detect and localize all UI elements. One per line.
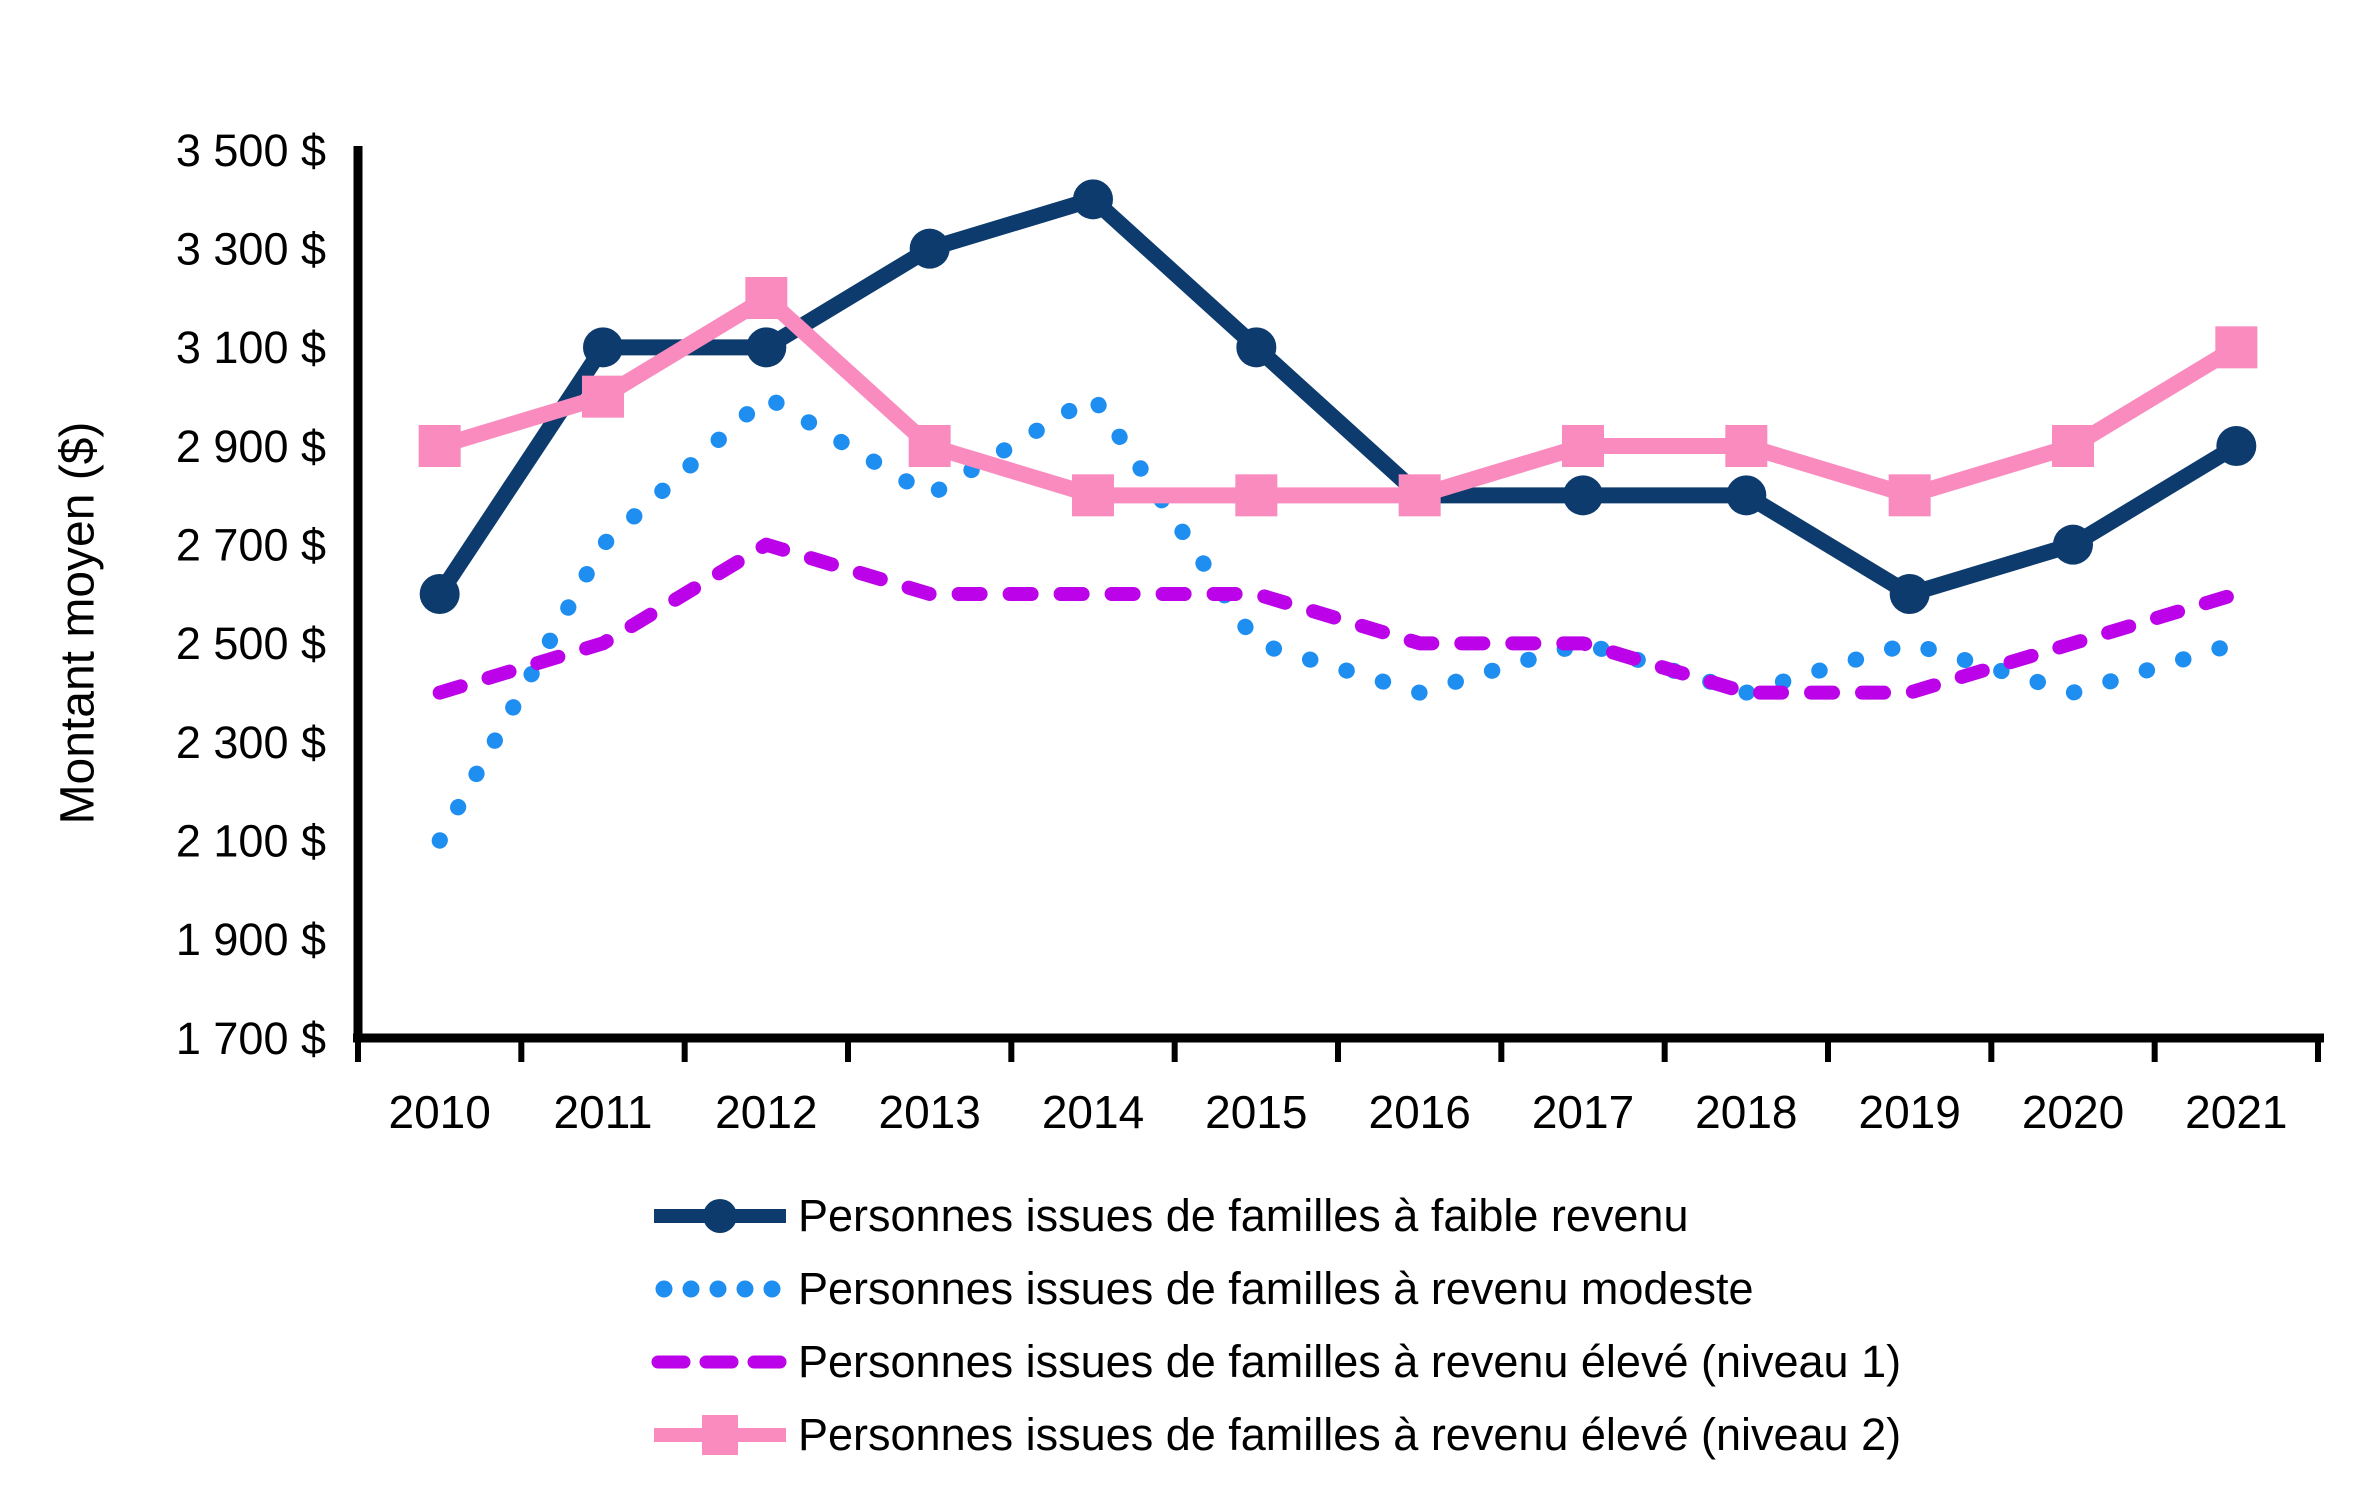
x-tick-label: 2016: [1368, 1086, 1470, 1138]
series-3-marker: [582, 375, 624, 418]
series-3-marker: [745, 277, 788, 319]
x-tick-label: 2011: [554, 1086, 653, 1138]
swatch-circle: [703, 1199, 737, 1233]
legend: Personnes issues de familles à faible re…: [650, 1186, 1901, 1478]
series-3-marker: [2052, 425, 2094, 467]
series-3-marker: [1398, 474, 1441, 517]
tick-label-layer: 3 500 $ 3 300 $ 3 100 $ 2 900 $ 2 700 $ 2 500…: [176, 125, 2288, 1138]
x-tick-label: 2020: [2022, 1086, 2124, 1138]
y-tick-label: 2 700 $: [176, 519, 326, 570]
y-tick-label: 3 100 $: [176, 322, 326, 373]
legend-item-revenu-eleve-niveau-1: Personnes issues de familles à revenu él…: [650, 1332, 1901, 1392]
legend-swatch-dotted-line-icon: [655, 1280, 781, 1298]
y-axis-title: Montant moyen ($): [51, 421, 105, 825]
series-0-marker: [1073, 179, 1113, 220]
swatch-dot: [655, 1280, 673, 1298]
legend-item-revenu-eleve-niveau-2: Personnes issues de familles à revenu él…: [650, 1405, 1901, 1465]
series-3-marker: [418, 425, 461, 467]
x-tick-label: 2018: [1695, 1086, 1797, 1138]
series-0-marker: [909, 228, 950, 269]
y-tick-label: 2 500 $: [176, 618, 326, 669]
legend-swatch-solid-circle-icon: [654, 1199, 786, 1233]
series-layer: [418, 179, 2258, 849]
x-tick-label: 2019: [1858, 1086, 1960, 1138]
legend-label: Personnes issues de familles à revenu mo…: [798, 1263, 1754, 1314]
x-tick-label: 2010: [388, 1086, 490, 1138]
legend-label: Personnes issues de familles à revenu él…: [798, 1336, 1902, 1387]
x-tick-label: 2017: [1532, 1086, 1634, 1138]
y-tick-label: 2 300 $: [176, 717, 326, 768]
series-3-marker: [908, 425, 951, 467]
series-0-marker: [1726, 475, 1767, 516]
series-3-marker: [1888, 474, 1931, 517]
y-tick-label: 2 100 $: [176, 815, 326, 866]
series-0-marker: [583, 327, 623, 368]
legend-label: Personnes issues de familles à faible re…: [798, 1190, 1689, 1241]
x-tick-label: 2014: [1042, 1086, 1144, 1138]
x-tick-label: 2013: [878, 1086, 980, 1138]
y-tick-label: 1 900 $: [176, 914, 326, 965]
series-3-marker: [1235, 474, 1278, 517]
legend-label: Personnes issues de familles à revenu él…: [798, 1409, 1902, 1460]
legend-item-faible-revenu: Personnes issues de familles à faible re…: [650, 1186, 1901, 1246]
series-line-2: [432, 537, 2244, 700]
series-0-marker: [2216, 426, 2257, 466]
y-tick-label: 2 900 $: [176, 421, 326, 472]
legend-item-revenu-modeste: Personnes issues de familles à revenu mo…: [650, 1259, 1901, 1319]
series-0-marker: [2053, 524, 2093, 565]
series-line-0: [431, 191, 2245, 602]
swatch-dot: [709, 1280, 727, 1298]
y-tick-label: 3 300 $: [176, 223, 326, 274]
series-0-marker: [1889, 574, 1930, 614]
series-3-marker: [2215, 326, 2258, 369]
series-3-marker: [1562, 425, 1604, 467]
swatch-dot: [736, 1280, 754, 1298]
series-3-marker: [1072, 474, 1114, 517]
series-0-marker: [1236, 327, 1277, 368]
x-tick-label: 2012: [715, 1086, 817, 1138]
series-0-marker: [1563, 475, 1603, 516]
x-tick-label: 2021: [2185, 1086, 2287, 1138]
legend-swatch-solid-square-icon: [654, 1415, 786, 1455]
swatch-dot: [763, 1280, 781, 1298]
x-tick-label: 2015: [1205, 1086, 1307, 1138]
series-line-3: [431, 290, 2245, 504]
legend-swatch-dashed-line-icon: [651, 1355, 789, 1369]
series-3-marker: [1725, 425, 1768, 467]
swatch-dot: [682, 1280, 700, 1298]
swatch-square: [702, 1415, 738, 1455]
y-tick-label: 1 700 $: [176, 1013, 326, 1064]
series-0-marker: [746, 327, 787, 368]
y-tick-label: 3 500 $: [176, 125, 326, 176]
axes-layer: [353, 146, 2324, 1062]
series-0-marker: [419, 574, 460, 614]
